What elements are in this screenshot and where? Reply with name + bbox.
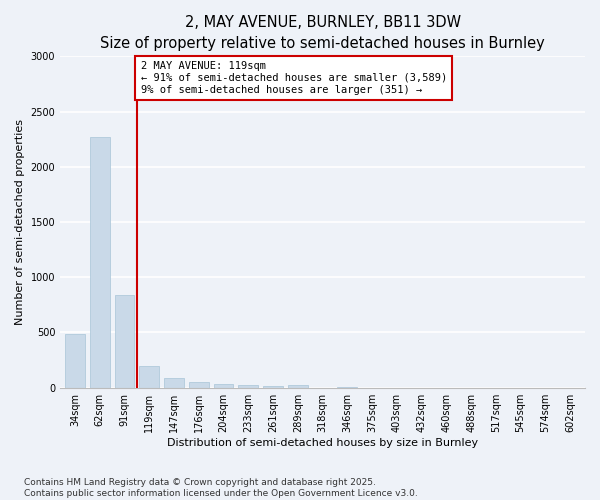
Text: 2 MAY AVENUE: 119sqm
← 91% of semi-detached houses are smaller (3,589)
9% of sem: 2 MAY AVENUE: 119sqm ← 91% of semi-detac… (140, 62, 447, 94)
Bar (164, 378, 184, 388)
Bar (238, 386, 258, 388)
Text: Contains HM Land Registry data © Crown copyright and database right 2025.
Contai: Contains HM Land Registry data © Crown c… (24, 478, 418, 498)
Bar (288, 386, 308, 388)
Bar (337, 386, 357, 388)
Bar (189, 382, 209, 388)
Bar (214, 384, 233, 388)
Bar (65, 334, 85, 388)
X-axis label: Distribution of semi-detached houses by size in Burnley: Distribution of semi-detached houses by … (167, 438, 478, 448)
Bar (115, 295, 134, 388)
Bar (90, 137, 110, 388)
Y-axis label: Number of semi-detached properties: Number of semi-detached properties (15, 119, 25, 325)
Bar (139, 366, 159, 388)
Bar (263, 386, 283, 388)
Title: 2, MAY AVENUE, BURNLEY, BB11 3DW
Size of property relative to semi-detached hous: 2, MAY AVENUE, BURNLEY, BB11 3DW Size of… (100, 15, 545, 51)
